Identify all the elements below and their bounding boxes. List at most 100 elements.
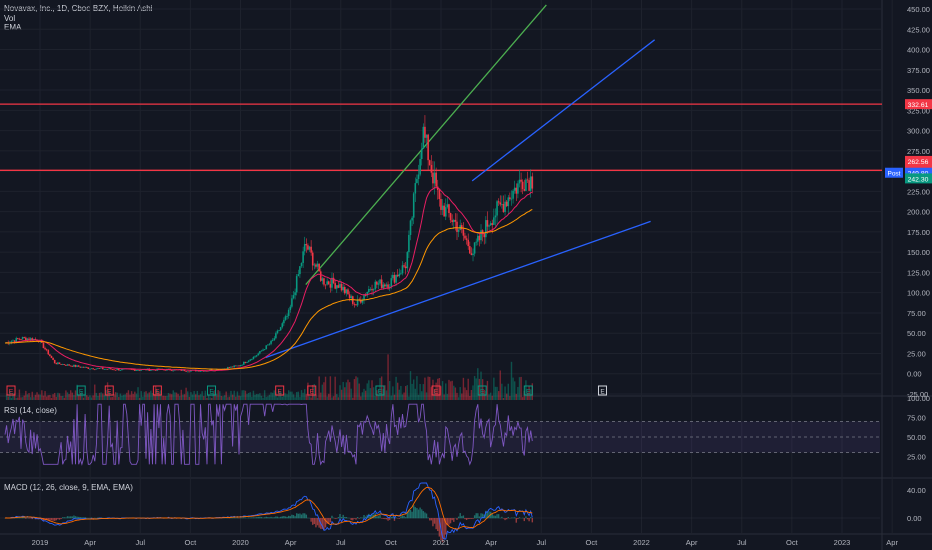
macd-histogram-bar: [294, 516, 296, 519]
earnings-marker: [152, 385, 162, 396]
volume-bar: [254, 394, 256, 400]
volume-bar: [275, 392, 277, 400]
volume-bar: [174, 392, 176, 400]
candle-body: [377, 283, 380, 285]
macd-histogram-bar: [20, 517, 22, 519]
candle-body: [268, 343, 271, 345]
candle-body: [387, 284, 389, 289]
candle-body: [412, 193, 415, 218]
price-badge: 262.56: [905, 155, 932, 166]
volume-bar: [84, 394, 86, 400]
candle-body: [210, 369, 213, 371]
macd-histogram-bar: [281, 516, 283, 519]
macd-histogram-bar: [355, 518, 357, 520]
earnings-marker-label: E: [526, 389, 531, 396]
candle-body: [361, 300, 364, 303]
volume-bar: [190, 392, 192, 400]
candle-body: [206, 370, 208, 372]
candle-body: [294, 292, 296, 296]
volume-bar: [58, 393, 61, 400]
volume-bar: [361, 392, 364, 400]
volume-bar: [187, 391, 189, 400]
volume-bar: [235, 396, 237, 400]
candle-body: [446, 204, 449, 208]
ema-label: EMA: [4, 23, 22, 32]
candle-body: [164, 369, 167, 371]
macd-histogram-bar: [480, 513, 482, 519]
volume-bar: [323, 382, 325, 400]
volume-bar: [329, 376, 332, 400]
macd-tick-label: 40.00: [907, 486, 926, 495]
volume-bar: [512, 377, 514, 400]
time-axis[interactable]: 2019 Apr Jul Oct 2020 Apr Jul Oct 2021 Apr Jul Oct 2…: [32, 538, 899, 547]
volume-bar: [45, 396, 48, 400]
macd-histogram-bar: [462, 515, 465, 519]
macd-histogram-bar: [55, 518, 57, 521]
macd-histogram-bar: [368, 513, 370, 519]
candle-body: [400, 273, 402, 275]
volume-bar: [509, 396, 511, 400]
volume-bar: [489, 392, 492, 400]
volume-bar: [313, 383, 316, 400]
volume-bar: [304, 389, 306, 400]
candle-body: [335, 285, 338, 289]
price-tick-label: 175.00: [907, 228, 930, 237]
volume-bar: [374, 396, 376, 400]
volume-bar: [427, 376, 429, 400]
macd-histogram-bar: [53, 518, 56, 521]
candle-body: [509, 197, 511, 200]
price-tick-label: 275.00: [907, 147, 930, 156]
macd-histogram-bar: [472, 518, 474, 519]
volume-bar: [74, 390, 77, 400]
macd-histogram-bar: [296, 513, 298, 519]
volume-bar: [60, 396, 62, 400]
volume-bar: [255, 393, 258, 400]
candle-body: [489, 223, 492, 226]
candle-body: [74, 364, 77, 367]
volume-bar: [496, 386, 498, 400]
volume-bar: [380, 376, 383, 400]
volume-bar: [220, 396, 223, 400]
candle-body: [449, 213, 452, 221]
candle-body: [109, 368, 112, 370]
volume-bar: [223, 395, 226, 400]
candle-body: [321, 278, 324, 281]
volume-bar: [134, 391, 136, 400]
macd-histogram-bar: [289, 516, 291, 519]
macd-histogram-bar: [324, 518, 327, 528]
volume-bar: [440, 386, 442, 400]
volume-bar: [103, 394, 106, 400]
overlays: [0, 4, 882, 359]
candle-body: [475, 241, 478, 243]
volume-bar: [26, 394, 29, 400]
volume-bar: [204, 390, 207, 400]
volume-bar: [126, 392, 128, 400]
candle-body: [111, 369, 114, 371]
candle-body: [451, 220, 453, 223]
earnings-marker: [104, 385, 114, 396]
price-badge-value: 242.30: [908, 176, 929, 183]
volume-bar: [102, 393, 104, 400]
macd-histogram-bar: [316, 518, 319, 526]
candle-body: [302, 251, 304, 263]
volume-bar: [518, 377, 521, 400]
candle-body: [113, 369, 115, 371]
volume-bar: [196, 390, 199, 400]
macd-histogram-bar: [41, 518, 43, 520]
macd-histogram-bar: [81, 517, 83, 519]
volume-bar: [499, 370, 501, 400]
earnings-marker-label: E: [378, 389, 383, 396]
price-axis[interactable]: 450.00 425.00 400.00 375.00 350.00 325.00 300.…: [885, 5, 932, 399]
rsi-label: RSI (14, close): [4, 406, 57, 415]
candle-body: [47, 350, 50, 355]
macd-histogram-bar: [62, 517, 64, 519]
candle-body: [409, 220, 412, 235]
macd-histogram-bar: [244, 517, 247, 519]
volume-bar: [138, 397, 141, 400]
candle-body: [348, 294, 351, 299]
volume-bar: [352, 397, 354, 400]
volume-bar: [316, 397, 319, 400]
volume-bar: [7, 396, 9, 400]
macd-histogram-bar: [526, 518, 529, 520]
